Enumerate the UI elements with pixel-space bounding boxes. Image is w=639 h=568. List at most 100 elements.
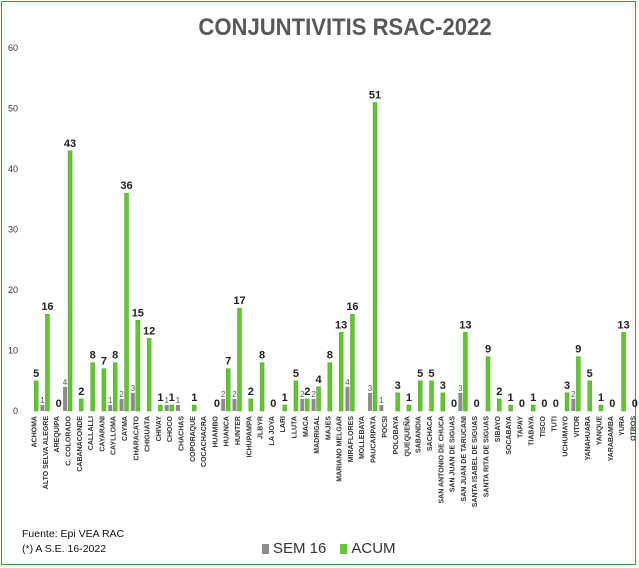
x-tick-label: YANQUE bbox=[596, 416, 603, 446]
value-label-sem16: 3 bbox=[458, 384, 463, 393]
legend: SEM 16 ACUM bbox=[262, 540, 410, 557]
value-label-acum: 5 bbox=[293, 368, 299, 380]
legend-label-acum: ACUM bbox=[351, 540, 396, 557]
x-tick-label: SANTA ISABEL DE SIGUAS bbox=[472, 416, 479, 508]
value-label-acum: 13 bbox=[459, 319, 471, 331]
y-tick-label: 60 bbox=[8, 43, 18, 53]
legend-swatch-sem16 bbox=[262, 543, 269, 554]
bar-acum bbox=[429, 380, 434, 412]
value-label-acum: 2 bbox=[248, 386, 254, 398]
value-label-acum: 43 bbox=[64, 138, 76, 150]
x-tick-label: YARABAMBA bbox=[608, 416, 615, 461]
x-tick-label: SIBAYO bbox=[495, 415, 502, 442]
bar-acum bbox=[135, 320, 141, 412]
bar-acum bbox=[508, 404, 513, 412]
bar-acum bbox=[45, 314, 50, 412]
value-label-acum: 3 bbox=[564, 380, 570, 392]
bar-acum bbox=[293, 380, 299, 412]
bar-acum bbox=[497, 398, 502, 412]
x-tick-label: TISCO bbox=[540, 415, 547, 437]
x-tick-label: C. COLORADO bbox=[66, 415, 73, 465]
bar-sem16 bbox=[221, 398, 226, 411]
x-tick-label: MACA bbox=[303, 416, 310, 437]
x-tick-label: MOLLEBAYA bbox=[359, 416, 366, 459]
bar-acum bbox=[282, 404, 287, 412]
bar-acum bbox=[305, 398, 310, 412]
x-tick-label: SACHACA bbox=[427, 416, 434, 451]
value-label-acum: 0 bbox=[451, 398, 457, 410]
bar-sem16 bbox=[368, 392, 373, 411]
value-label-acum: 8 bbox=[90, 350, 96, 362]
x-tick-label: TAPAY bbox=[517, 416, 524, 438]
value-label-sem16: 4 bbox=[345, 378, 350, 387]
bar-acum bbox=[113, 362, 118, 412]
bar-acum bbox=[79, 398, 84, 412]
x-tick-label: CALLALLI bbox=[88, 416, 95, 450]
bar-acum bbox=[316, 386, 321, 412]
value-label-acum: 16 bbox=[41, 301, 53, 313]
x-tick-label: CHIGUATA bbox=[145, 416, 152, 452]
bar-sem16 bbox=[40, 404, 45, 411]
value-label-acum: 9 bbox=[485, 344, 491, 356]
x-tick-label: AREQUIPA bbox=[54, 416, 61, 452]
bar-acum bbox=[463, 332, 468, 412]
value-label-sem16: 2 bbox=[119, 390, 124, 399]
value-label-acum: 5 bbox=[428, 368, 434, 380]
value-label-acum: 2 bbox=[78, 386, 84, 398]
value-label-acum: 1 bbox=[530, 392, 536, 404]
value-label-acum: 3 bbox=[440, 380, 446, 392]
value-label-acum: 1 bbox=[169, 392, 175, 404]
legend-swatch-acum bbox=[340, 543, 348, 554]
value-label-acum: 9 bbox=[575, 344, 581, 356]
x-tick-label: POCSI bbox=[382, 416, 389, 438]
x-tick-label: MIRAFLORES bbox=[348, 416, 355, 463]
x-tick-label: ICHUPAMPA bbox=[246, 416, 253, 457]
y-tick-label: 10 bbox=[8, 346, 18, 356]
bar-sem16 bbox=[571, 398, 576, 411]
x-tick-label: ACHOMA bbox=[32, 416, 39, 448]
x-tick-label: COCACHACRA bbox=[201, 416, 208, 467]
x-tick-label: LLUTA bbox=[291, 416, 298, 438]
x-tick-label: TUTI bbox=[551, 416, 558, 432]
value-label-acum: 16 bbox=[346, 301, 358, 313]
x-tick-label: SANTA RITA DE SIGUAS bbox=[484, 416, 491, 498]
x-tick-label: OTROS bbox=[630, 416, 637, 441]
x-tick-label: CHIVAY bbox=[156, 416, 163, 442]
value-label-acum: 1 bbox=[598, 392, 604, 404]
y-axis: 0 10 20 30 40 50 60 bbox=[8, 43, 18, 416]
x-tick-label: QUEQUEÑA bbox=[402, 416, 411, 456]
bar-acum bbox=[440, 392, 446, 412]
y-tick-label: 30 bbox=[8, 225, 18, 235]
bar-acum bbox=[169, 404, 174, 412]
x-tick-label: CHOCO bbox=[167, 415, 174, 442]
value-label-acum: 0 bbox=[609, 398, 615, 410]
y-tick-label: 0 bbox=[13, 406, 18, 416]
value-label-sem16: 3 bbox=[368, 384, 373, 393]
bar-sem16 bbox=[108, 404, 113, 411]
bar-acum bbox=[485, 356, 491, 412]
bar-acum bbox=[372, 102, 378, 412]
x-tick-label: HUAMBO bbox=[212, 415, 219, 447]
x-tick-label: MADRIGAL bbox=[314, 415, 321, 453]
value-label-acum: 0 bbox=[519, 398, 525, 410]
x-tick-label: CAYARANI bbox=[99, 416, 106, 452]
x-tick-label: SOCABAYA bbox=[506, 416, 513, 455]
bar-acum bbox=[158, 404, 163, 412]
value-label-acum: 13 bbox=[617, 319, 629, 331]
bar-acum bbox=[225, 368, 231, 412]
value-label-acum: 1 bbox=[282, 392, 288, 404]
bar-acum bbox=[248, 398, 253, 412]
bar-acum bbox=[67, 150, 73, 412]
value-label-acum: 3 bbox=[395, 380, 401, 392]
bar-sem16 bbox=[458, 392, 463, 411]
x-tick-label: TIABAYA bbox=[529, 416, 536, 446]
value-label-acum: 2 bbox=[496, 386, 502, 398]
bar-acum bbox=[259, 362, 265, 412]
bar-acum bbox=[101, 368, 107, 412]
bar-acum bbox=[395, 392, 400, 412]
value-label-acum: 0 bbox=[214, 398, 220, 410]
x-tick-label: CABANACONDE bbox=[77, 416, 84, 472]
x-tick-label: POLOBAYA bbox=[393, 416, 400, 454]
bar-sem16 bbox=[119, 398, 124, 411]
